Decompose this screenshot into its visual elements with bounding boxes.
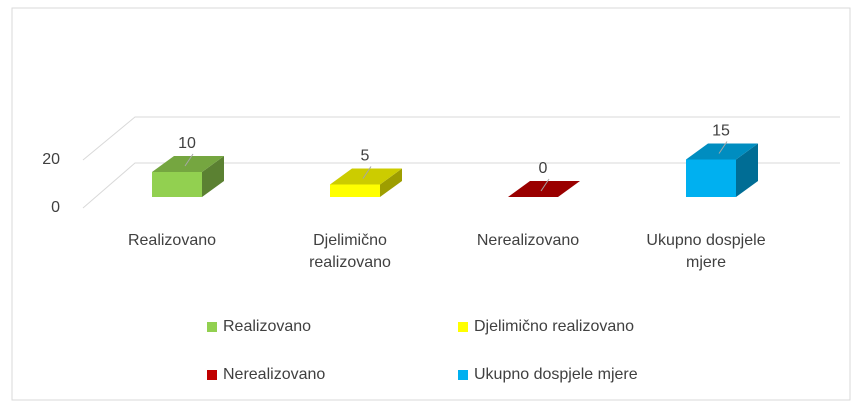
legend-label: Djelimično realizovano — [474, 318, 634, 335]
legend-label: Ukupno dospjele mjere — [474, 366, 638, 383]
bar-front — [330, 184, 380, 197]
bar-side — [202, 156, 224, 197]
data-label: 15 — [712, 123, 730, 140]
bar-front — [152, 172, 202, 197]
legend-swatch — [458, 370, 468, 380]
legend-swatch — [207, 322, 217, 332]
data-label: 10 — [178, 135, 196, 152]
legend-swatch — [458, 322, 468, 332]
x-tick-label: Nerealizovano — [476, 232, 580, 249]
bar-top — [508, 181, 580, 197]
legend-label: Realizovano — [223, 318, 311, 335]
data-label: 0 — [539, 160, 548, 177]
bar-top — [330, 168, 402, 185]
x-tick-label: Djelimično realizovano — [309, 232, 391, 271]
grid-line — [82, 162, 840, 209]
x-tick-label: Ukupno dospjele mjere — [646, 232, 766, 271]
bar-side — [736, 143, 758, 197]
bar-side — [380, 168, 402, 197]
bar-top — [686, 143, 758, 160]
y-tick-label: 20 — [42, 151, 60, 168]
leader-line — [540, 178, 550, 192]
chart-border — [11, 7, 851, 401]
legend-label: Nerealizovano — [223, 366, 325, 383]
leader-line — [184, 153, 194, 167]
leader-line — [362, 166, 372, 179]
bar-top — [152, 156, 224, 172]
leader-line — [718, 141, 728, 154]
data-label: 5 — [361, 148, 370, 165]
grid-line — [82, 116, 840, 161]
y-tick-label: 0 — [51, 199, 60, 216]
x-tick-label: Realizovano — [127, 232, 217, 249]
bar-front — [686, 159, 736, 197]
legend-swatch — [207, 370, 217, 380]
